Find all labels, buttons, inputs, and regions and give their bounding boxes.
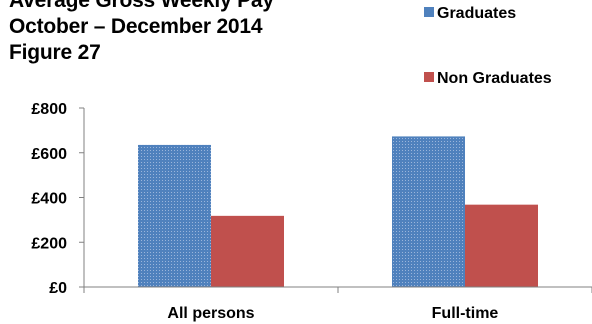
chart-figure-label: Figure 27 — [9, 41, 101, 64]
legend-item-graduates: Graduates — [424, 5, 516, 23]
chart-title-line-1: Average Gross Weekly Pay — [9, 0, 274, 12]
legend-swatch-non-graduates — [424, 72, 434, 82]
x-tick-label-all-persons: All persons — [167, 305, 254, 322]
y-tick-label-600: £600 — [31, 146, 67, 163]
legend-swatch-graduates — [424, 7, 434, 17]
y-tick-label-200: £200 — [31, 235, 67, 252]
y-tick-label-0: £0 — [49, 280, 67, 297]
x-tick-label-full-time: Full-time — [432, 305, 499, 322]
bar-graduates-all-persons — [138, 144, 211, 287]
legend-label-graduates: Graduates — [437, 5, 517, 22]
bar-graduates-full-time — [392, 136, 465, 287]
legend-label-non-graduates: Non Graduates — [437, 70, 552, 87]
bar-non-graduates-full-time — [465, 204, 538, 287]
legend-item-non-graduates: Non Graduates — [424, 70, 552, 88]
bar-non-graduates-all-persons — [211, 215, 284, 287]
chart-title-line-2: October – December 2014 — [9, 15, 263, 38]
y-tick-label-400: £400 — [31, 191, 67, 208]
y-tick-label-800: £800 — [31, 101, 67, 118]
